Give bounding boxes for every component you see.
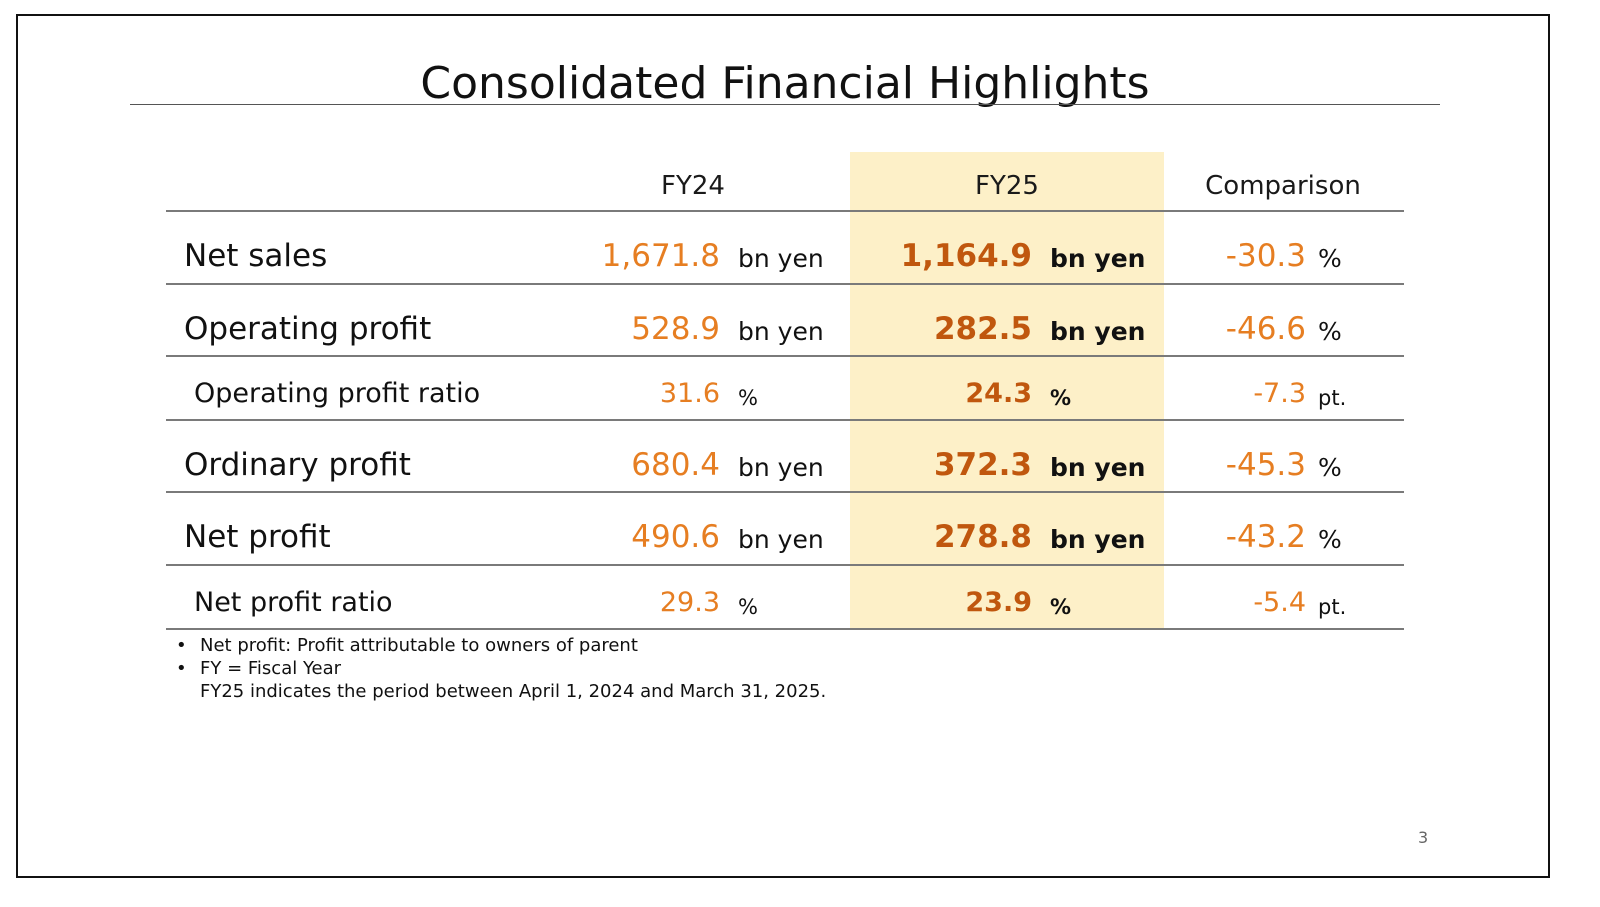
fy25-unit: bn yen	[1050, 317, 1146, 346]
fy24-value: 528.9	[631, 311, 720, 347]
fy24-value: 680.4	[631, 447, 720, 483]
row-label: Operating profit	[184, 311, 432, 347]
row-label: Net profit	[184, 519, 331, 555]
fy24-unit: bn yen	[738, 525, 824, 554]
comparison-value: -46.6	[1225, 311, 1306, 347]
fy24-value: 31.6	[659, 378, 720, 409]
row-divider	[166, 564, 1404, 566]
column-header-fy25: FY25	[975, 171, 1039, 201]
fy25-value: 1,164.9	[900, 238, 1032, 274]
fy25-value: 282.5	[933, 311, 1032, 347]
fy24-unit: bn yen	[738, 317, 824, 346]
fy25-unit: %	[1050, 386, 1072, 410]
row-label: Operating profit ratio	[194, 378, 481, 409]
comparison-value: -7.3	[1253, 378, 1306, 409]
fy24-value: 490.6	[631, 519, 720, 555]
footnote-continuation: FY25 indicates the period between April …	[200, 681, 827, 702]
comparison-unit: %	[1318, 453, 1342, 482]
comparison-unit: %	[1318, 317, 1342, 346]
fy25-highlight-band	[850, 152, 1164, 629]
comparison-value: -30.3	[1225, 238, 1306, 274]
comparison-unit: %	[1318, 244, 1342, 273]
table-row-net-profit-ratio: Net profit ratio 29.3 % 23.9 % -5.4 pt.	[166, 579, 1404, 627]
row-label: Net sales	[184, 238, 328, 274]
table-row-operating-profit: Operating profit 528.9 bn yen 282.5 bn y…	[166, 301, 1404, 357]
fy25-value: 23.9	[965, 587, 1032, 618]
row-divider	[166, 419, 1404, 421]
comparison-value: -5.4	[1253, 587, 1306, 618]
fy25-unit: bn yen	[1050, 525, 1146, 554]
row-label: Ordinary profit	[184, 447, 411, 483]
row-divider	[166, 355, 1404, 357]
fy25-value: 24.3	[965, 378, 1032, 409]
slide: Consolidated Financial Highlights FY24 F…	[16, 14, 1550, 878]
bullet-icon: •	[176, 658, 187, 679]
fy24-value: 29.3	[659, 587, 720, 618]
footnotes: • Net profit: Profit attributable to own…	[176, 634, 826, 703]
page-number: 3	[1418, 828, 1429, 847]
footnote-item: • Net profit: Profit attributable to own…	[176, 634, 826, 657]
comparison-value: -43.2	[1225, 519, 1306, 555]
header-divider	[166, 210, 1404, 212]
column-header-comparison: Comparison	[1205, 171, 1361, 201]
footnote-text: Net profit: Profit attributable to owner…	[200, 635, 638, 656]
bullet-icon: •	[176, 635, 187, 656]
fy24-unit: bn yen	[738, 244, 824, 273]
fy25-unit: bn yen	[1050, 453, 1146, 482]
fy25-value: 278.8	[933, 519, 1032, 555]
comparison-unit: pt.	[1318, 595, 1347, 619]
title-divider	[130, 104, 1440, 105]
row-label: Net profit ratio	[194, 587, 393, 618]
fy25-unit: %	[1050, 595, 1072, 619]
column-header-fy24: FY24	[661, 171, 725, 201]
fy25-unit: bn yen	[1050, 244, 1146, 273]
fy24-unit: bn yen	[738, 453, 824, 482]
row-divider	[166, 283, 1404, 285]
table-row-ordinary-profit: Ordinary profit 680.4 bn yen 372.3 bn ye…	[166, 437, 1404, 493]
table-row-operating-profit-ratio: Operating profit ratio 31.6 % 24.3 % -7.…	[166, 370, 1404, 418]
fy25-value: 372.3	[933, 447, 1032, 483]
footnote-item: • FY = Fiscal Year	[176, 657, 826, 680]
footnote-text: FY = Fiscal Year	[200, 658, 342, 679]
comparison-unit: pt.	[1318, 386, 1347, 410]
table-row-net-profit: Net profit 490.6 bn yen 278.8 bn yen -43…	[166, 509, 1404, 565]
slide-title: Consolidated Financial Highlights	[420, 58, 1150, 109]
fy24-unit: %	[738, 386, 758, 410]
comparison-unit: %	[1318, 525, 1342, 554]
fy24-value: 1,671.8	[601, 238, 720, 274]
table-bottom-divider	[166, 628, 1404, 630]
comparison-value: -45.3	[1225, 447, 1306, 483]
row-divider	[166, 491, 1404, 493]
fy24-unit: %	[738, 595, 758, 619]
table-row-net-sales: Net sales 1,671.8 bn yen 1,164.9 bn yen …	[166, 228, 1404, 284]
